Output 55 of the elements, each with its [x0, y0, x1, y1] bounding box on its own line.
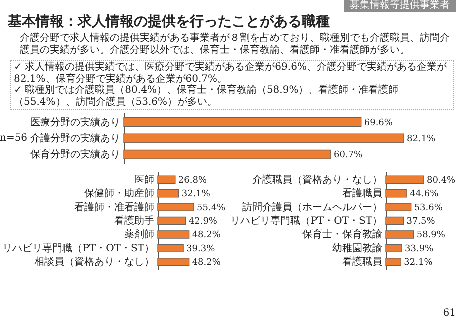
data-label: 37.5%	[406, 217, 436, 227]
data-label: 32.1%	[182, 190, 211, 200]
y-tick-label: 保健師・助産師	[84, 188, 154, 200]
text: 募集情報等提供事業者	[344, 0, 456, 12]
text: n=56	[0, 133, 28, 144]
data-label: 39.3%	[186, 244, 216, 254]
y-tick-label: 医療分野の実績あり	[30, 116, 120, 128]
bar	[158, 258, 190, 266]
y-tick-label: リハビリ専門職（PT・OT・ST）	[230, 215, 382, 227]
data-label: 69.6%	[364, 118, 393, 128]
y-tick-label: 薬剤師	[124, 228, 154, 241]
bar	[386, 230, 414, 239]
data-label: 26.8%	[178, 176, 208, 186]
data-label: 48.2%	[192, 258, 222, 268]
bar	[158, 176, 176, 184]
data-label: 60.7%	[334, 150, 363, 161]
data-label: 42.9%	[188, 217, 218, 227]
bar	[158, 230, 190, 239]
y-tick-label: 保育士・保育教諭	[302, 228, 382, 241]
y-tick-label: 介護職員（資格あり・なし）	[252, 174, 382, 186]
y-tick-label: 看護職員	[342, 188, 382, 200]
y-tick-label: 訪問介護員（ホームヘルパー）	[242, 201, 382, 214]
chart-subtitle: 介護分野で求人情報の提供実績がある事業者が８割を占めており、職種別でも介護職員、訪問介護員の実績が多い。介護分野以外では、保育士・保育教諭、看護師・准看護師が多い。	[20, 33, 451, 57]
data-label: 33.9%	[405, 244, 434, 254]
text: 61	[443, 308, 456, 319]
bar	[386, 203, 412, 212]
y-tick-label: 医師	[134, 174, 154, 186]
bar	[386, 244, 402, 253]
data-label: 32.1%	[404, 258, 434, 268]
y-tick-label: 相談員（資格あり・なし）	[34, 256, 154, 268]
bar	[158, 203, 194, 212]
bar	[158, 216, 186, 226]
data-label: 55.4%	[197, 203, 226, 214]
data-label: 80.4%	[427, 176, 456, 186]
y-tick-label: 看護職員	[342, 256, 382, 268]
bar	[386, 189, 408, 198]
data-label: 53.6%	[414, 203, 444, 214]
chart-title: 基本情報：求人情報の提供を行ったことがある職種	[8, 14, 330, 30]
y-tick-label: 介護分野の実績あり	[30, 132, 120, 144]
y-tick-label: リハビリ専門職（PT・OT・ST）	[2, 242, 154, 254]
bar	[386, 258, 402, 266]
data-label: 82.1%	[406, 134, 436, 144]
text: ✓ 求人情報の提供実績では、医療分野で実績がある企業が69.6%、介護分野で実績がある企業が82.1%、保育分野で実績がある企業が60.7%。	[14, 62, 448, 84]
bar	[386, 176, 424, 184]
y-tick-label: 保育分野の実績あり	[30, 148, 120, 161]
bar	[158, 189, 180, 198]
bar	[158, 244, 184, 253]
text: ✓ 職種別では介護職員（80.4%）、保育士・保育教諭（58.9%）、看護師・准看護師（55.4%）、訪問介護員（53.6%）が多い。	[14, 85, 400, 108]
data-label: 48.2%	[192, 230, 222, 241]
y-tick-label: 看護師・准看護師	[74, 201, 154, 214]
data-label: 58.9%	[416, 230, 446, 241]
y-tick-label: 幼稚園教諭	[332, 242, 382, 254]
y-tick-label: 看護助手	[114, 215, 154, 227]
bar	[386, 216, 404, 226]
data-label: 44.6%	[410, 190, 440, 200]
